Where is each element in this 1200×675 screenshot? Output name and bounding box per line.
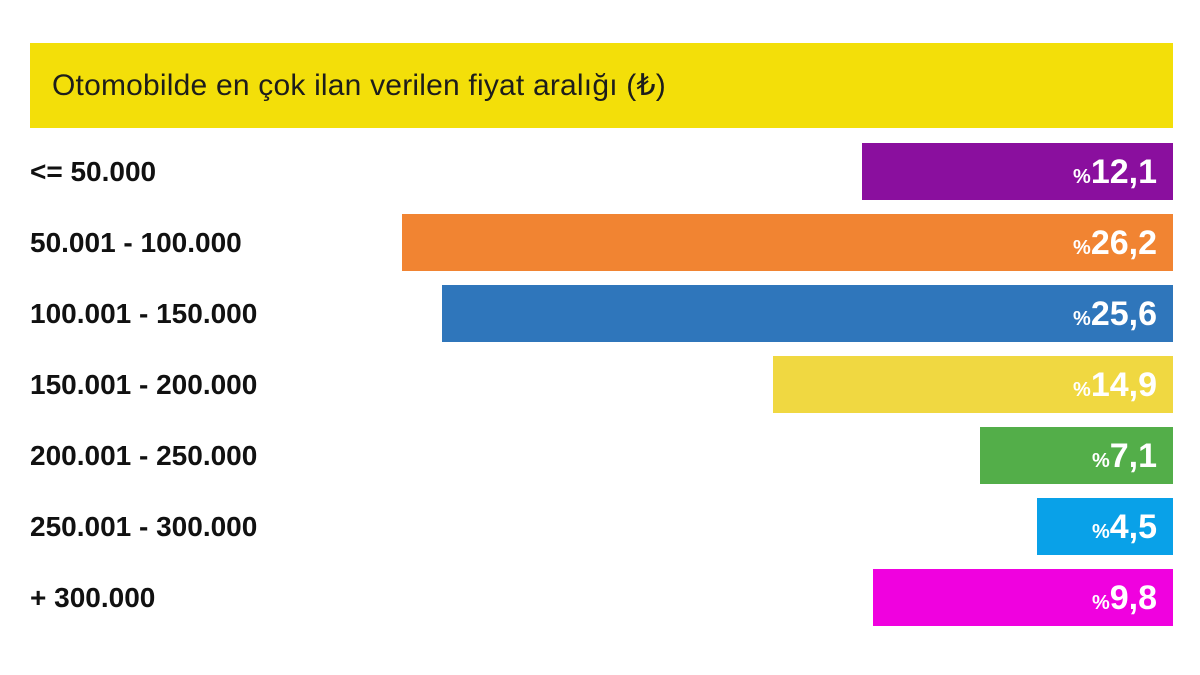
- bar: %26,2: [402, 214, 1173, 271]
- bar-row: 100.001 - 150.000 %25,6: [30, 285, 1173, 342]
- category-label: + 300.000: [30, 581, 156, 613]
- value-number: 9,8: [1109, 578, 1157, 617]
- category-label: 250.001 - 300.000: [30, 510, 258, 542]
- percent-sign: %: [1073, 236, 1091, 259]
- bar-row: 250.001 - 300.000 %4,5: [30, 498, 1173, 555]
- value-number: 4,5: [1109, 507, 1157, 546]
- bar: %9,8: [873, 569, 1173, 626]
- value-number: 26,2: [1090, 223, 1157, 262]
- percent-sign: %: [1073, 307, 1091, 330]
- bar-value-label: %14,9: [1073, 368, 1157, 402]
- title-banner: Otomobilde en çok ilan verilen fiyat ara…: [30, 43, 1173, 128]
- bar-row: 200.001 - 250.000 %7,1: [30, 427, 1173, 484]
- bar-value-label: %4,5: [1092, 510, 1157, 544]
- category-label: 200.001 - 250.000: [30, 439, 258, 471]
- chart-title: Otomobilde en çok ilan verilen fiyat ara…: [52, 69, 666, 102]
- percent-sign: %: [1073, 378, 1091, 401]
- bar: %7,1: [980, 427, 1173, 484]
- bar: %12,1: [862, 143, 1173, 200]
- bar-rows: <= 50.000 %12,1 50.001 - 100.000 %26,2 100.0…: [30, 143, 1173, 626]
- percent-sign: %: [1091, 520, 1110, 543]
- bar: %25,6: [442, 285, 1173, 342]
- percent-sign: %: [1091, 591, 1110, 614]
- value-number: 12,1: [1090, 152, 1157, 191]
- bar: %14,9: [773, 356, 1173, 413]
- category-label: 50.001 - 100.000: [30, 226, 242, 258]
- bar-value-label: %9,8: [1092, 581, 1157, 615]
- percent-sign: %: [1073, 165, 1091, 188]
- bar-value-label: %12,1: [1073, 155, 1157, 189]
- percent-sign: %: [1091, 449, 1110, 472]
- value-number: 25,6: [1090, 294, 1157, 333]
- bar-row: 50.001 - 100.000 %26,2: [30, 214, 1173, 271]
- value-number: 7,1: [1109, 436, 1157, 475]
- category-label: 150.001 - 200.000: [30, 368, 258, 400]
- bar: %4,5: [1037, 498, 1173, 555]
- bar-row: 150.001 - 200.000 %14,9: [30, 356, 1173, 413]
- category-label: 100.001 - 150.000: [30, 297, 258, 329]
- bar-value-label: %7,1: [1092, 439, 1157, 473]
- bar-row: <= 50.000 %12,1: [30, 143, 1173, 200]
- bar-value-label: %25,6: [1073, 297, 1157, 331]
- value-number: 14,9: [1090, 365, 1157, 404]
- category-label: <= 50.000: [30, 155, 157, 187]
- bar-value-label: %26,2: [1073, 226, 1157, 260]
- bar-row: + 300.000 %9,8: [30, 569, 1173, 626]
